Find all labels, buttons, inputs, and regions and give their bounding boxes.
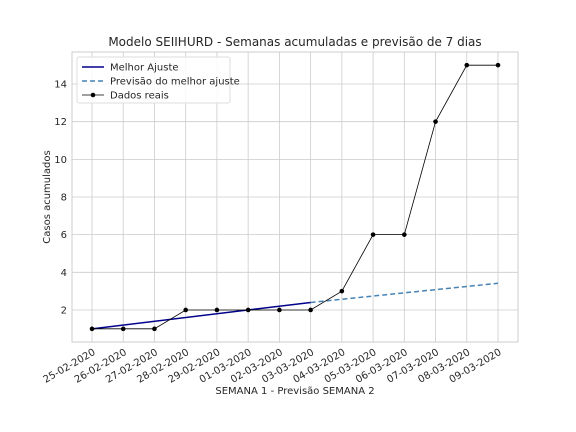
y-tick-label: 14 <box>54 80 67 91</box>
data-point <box>339 288 345 294</box>
x-axis-label: SEMANA 1 - Previsão SEMANA 2 <box>215 386 374 397</box>
legend-label: Previsão do melhor ajuste <box>110 77 240 88</box>
y-axis-label: Casos acumulados <box>42 150 53 243</box>
data-point <box>402 232 407 237</box>
y-tick-labels: 2 4 6 8 10 12 14 <box>54 80 67 317</box>
legend-box <box>76 56 231 104</box>
legend: Melhor Ajuste Previsão do melhor ajuste Da… <box>76 56 240 104</box>
series-layer <box>89 62 501 332</box>
data-point <box>370 232 376 237</box>
chart-title: Modelo SEIIHURD - Semanas acumuladas e p… <box>108 35 481 49</box>
legend-label: Dados reais <box>110 91 169 102</box>
data-point <box>245 307 251 313</box>
legend-marker <box>90 92 96 98</box>
data-point <box>214 307 220 313</box>
legend-label: Melhor Ajuste <box>110 63 179 74</box>
data-point <box>464 62 470 68</box>
data-point <box>152 326 157 332</box>
y-tick-label: 2 <box>61 305 67 316</box>
data-point <box>183 307 188 313</box>
y-tick-label: 10 <box>54 155 67 166</box>
x-tick-labels: 25-02-202026-02-202027-02-202028-02-2020… <box>42 347 504 386</box>
series-line <box>91 301 311 330</box>
data-point <box>495 62 501 68</box>
data-point <box>89 326 95 332</box>
plot-frame <box>71 51 519 343</box>
data-point <box>277 307 282 313</box>
data-point <box>433 119 438 124</box>
y-tick-label: 12 <box>54 117 67 128</box>
y-tick-label: 6 <box>61 230 67 241</box>
series-line <box>92 64 498 330</box>
series-line <box>310 282 499 304</box>
y-tick-label: 8 <box>61 193 67 204</box>
y-tick-label: 4 <box>61 268 67 279</box>
data-point <box>308 307 313 313</box>
data-point <box>120 326 126 332</box>
